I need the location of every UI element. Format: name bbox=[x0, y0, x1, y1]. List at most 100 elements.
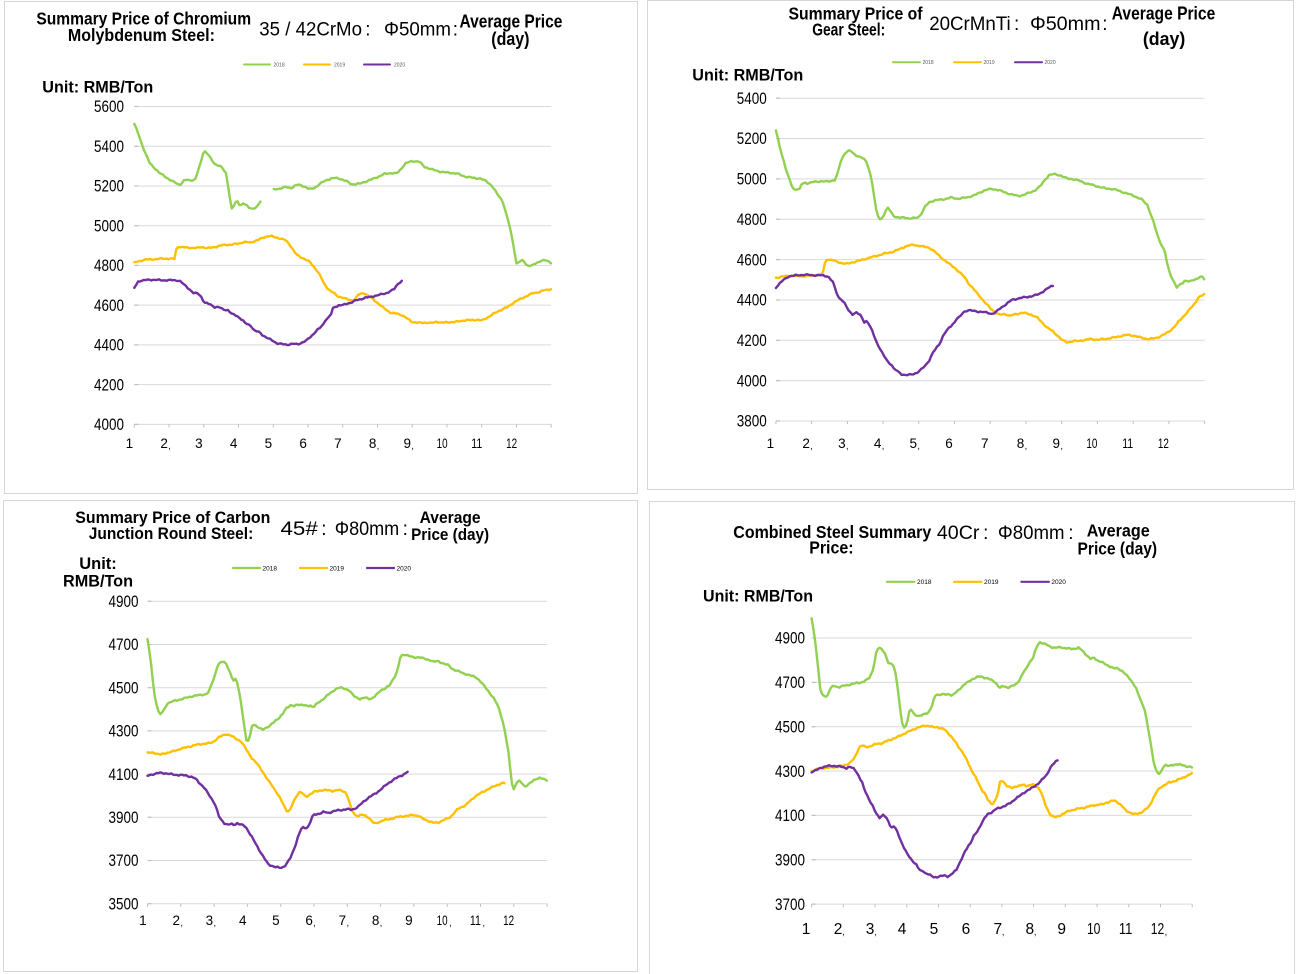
svg-text:6: 6 bbox=[299, 436, 307, 451]
svg-text:Gear Steel:: Gear Steel: bbox=[812, 20, 885, 40]
svg-text:11: 11 bbox=[1119, 921, 1133, 938]
svg-text:1: 1 bbox=[126, 436, 134, 451]
svg-text:3900: 3900 bbox=[775, 852, 805, 870]
svg-text:2019: 2019 bbox=[984, 60, 995, 66]
svg-text:3800: 3800 bbox=[737, 413, 767, 431]
svg-text::: : bbox=[983, 523, 988, 544]
svg-text:4200: 4200 bbox=[94, 376, 124, 394]
svg-text:2020: 2020 bbox=[394, 62, 405, 68]
svg-text:Unit: RMB/Ton: Unit: RMB/Ton bbox=[692, 66, 803, 85]
svg-text:4700: 4700 bbox=[775, 674, 805, 692]
svg-text:2: 2 bbox=[172, 913, 180, 928]
svg-text:Average: Average bbox=[1087, 521, 1150, 541]
svg-text:5: 5 bbox=[272, 913, 280, 928]
svg-text:4500: 4500 bbox=[109, 679, 139, 697]
svg-text:9: 9 bbox=[1057, 921, 1066, 938]
svg-text:20CrMnTi: 20CrMnTi bbox=[929, 13, 1011, 35]
svg-text:,: , bbox=[380, 918, 383, 929]
svg-text:2018: 2018 bbox=[923, 60, 934, 66]
svg-text:5000: 5000 bbox=[737, 171, 767, 189]
svg-text:4700: 4700 bbox=[109, 636, 139, 654]
svg-text:2019: 2019 bbox=[984, 579, 999, 586]
svg-text:Φ80mm: Φ80mm bbox=[335, 518, 400, 540]
svg-text:5: 5 bbox=[910, 436, 918, 451]
svg-text:,: , bbox=[846, 441, 849, 452]
svg-text:4: 4 bbox=[898, 921, 907, 938]
svg-text:Summary Price of Chromium: Summary Price of Chromium bbox=[36, 8, 251, 28]
svg-text:Average Price: Average Price bbox=[459, 11, 562, 32]
svg-text:(day): (day) bbox=[1143, 28, 1185, 49]
svg-text:4500: 4500 bbox=[775, 718, 805, 736]
svg-text:,: , bbox=[482, 918, 485, 929]
svg-text::: : bbox=[403, 519, 408, 540]
svg-text:3700: 3700 bbox=[109, 852, 139, 870]
svg-text:4900: 4900 bbox=[109, 593, 139, 611]
svg-text:2: 2 bbox=[802, 436, 810, 451]
svg-text:,: , bbox=[1025, 441, 1028, 452]
svg-text:,: , bbox=[810, 441, 813, 452]
svg-text:3: 3 bbox=[838, 436, 846, 451]
svg-text:9: 9 bbox=[405, 913, 413, 928]
svg-text:,: , bbox=[917, 441, 920, 452]
svg-text:4200: 4200 bbox=[737, 332, 767, 350]
svg-text:2020: 2020 bbox=[1045, 60, 1056, 66]
svg-text:7: 7 bbox=[339, 913, 347, 928]
svg-text:5200: 5200 bbox=[94, 178, 124, 196]
svg-text:3: 3 bbox=[866, 921, 875, 938]
svg-text:,: , bbox=[411, 441, 414, 452]
svg-text:4600: 4600 bbox=[737, 251, 767, 269]
svg-text:5600: 5600 bbox=[94, 98, 124, 116]
svg-text:,: , bbox=[377, 441, 380, 452]
svg-text:2020: 2020 bbox=[397, 565, 412, 572]
svg-text:8: 8 bbox=[1017, 436, 1025, 451]
svg-text:,: , bbox=[346, 918, 349, 929]
svg-text:4100: 4100 bbox=[775, 807, 805, 825]
svg-text:5200: 5200 bbox=[737, 130, 767, 148]
svg-text:4000: 4000 bbox=[94, 416, 124, 434]
svg-text:Average: Average bbox=[420, 508, 481, 527]
svg-text:9: 9 bbox=[1052, 436, 1060, 451]
svg-text:12: 12 bbox=[503, 913, 514, 928]
svg-text:Average Price: Average Price bbox=[1112, 3, 1216, 24]
svg-text:8: 8 bbox=[1025, 921, 1034, 938]
svg-text:1: 1 bbox=[802, 921, 811, 938]
svg-text:4: 4 bbox=[874, 436, 882, 451]
svg-text:Price (day): Price (day) bbox=[1078, 538, 1158, 558]
svg-text:4900: 4900 bbox=[775, 630, 805, 648]
svg-text:2: 2 bbox=[160, 436, 168, 451]
svg-text:10: 10 bbox=[437, 436, 448, 451]
svg-text:10: 10 bbox=[1086, 436, 1097, 451]
svg-text:Junction Round Steel:: Junction Round Steel: bbox=[89, 524, 254, 543]
svg-text:,: , bbox=[449, 918, 452, 929]
svg-text:11: 11 bbox=[1122, 436, 1133, 451]
svg-text:11: 11 bbox=[471, 436, 482, 451]
svg-text:,: , bbox=[1060, 441, 1063, 452]
svg-text::: : bbox=[365, 20, 370, 41]
svg-text:(day): (day) bbox=[491, 28, 529, 49]
svg-text:Φ80mm: Φ80mm bbox=[998, 522, 1065, 544]
svg-text::: : bbox=[321, 519, 326, 540]
svg-text:8: 8 bbox=[369, 436, 377, 451]
svg-text:,: , bbox=[842, 927, 845, 938]
svg-text:2018: 2018 bbox=[274, 62, 285, 68]
svg-text:5: 5 bbox=[930, 921, 939, 938]
svg-text:11: 11 bbox=[470, 913, 481, 928]
svg-text:4600: 4600 bbox=[94, 297, 124, 315]
svg-text:4800: 4800 bbox=[94, 257, 124, 275]
svg-text:Summary Price of: Summary Price of bbox=[789, 4, 923, 24]
svg-text:5000: 5000 bbox=[94, 217, 124, 235]
svg-text::: : bbox=[1102, 14, 1107, 35]
svg-text:Φ50mm: Φ50mm bbox=[1030, 13, 1101, 35]
svg-text:7: 7 bbox=[993, 921, 1002, 938]
svg-text:Summary Price of Carbon: Summary Price of Carbon bbox=[75, 508, 270, 527]
svg-text:5400: 5400 bbox=[737, 90, 767, 108]
svg-text:4100: 4100 bbox=[109, 766, 139, 784]
svg-text:Price:: Price: bbox=[809, 538, 853, 558]
svg-text:35 / 42CrMo: 35 / 42CrMo bbox=[259, 19, 362, 41]
svg-text:5: 5 bbox=[265, 436, 273, 451]
svg-text:3: 3 bbox=[195, 436, 203, 451]
svg-text:2020: 2020 bbox=[1051, 579, 1066, 586]
svg-text:8: 8 bbox=[372, 913, 380, 928]
svg-text:Unit:: Unit: bbox=[79, 554, 117, 573]
svg-text:10: 10 bbox=[1087, 921, 1101, 938]
